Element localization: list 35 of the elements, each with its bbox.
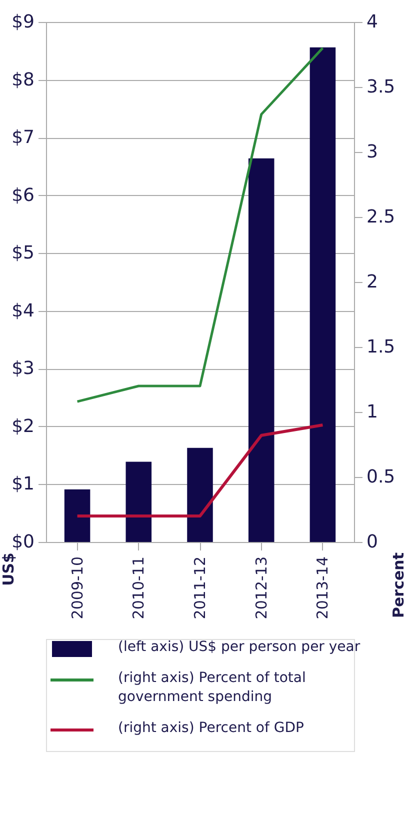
y-tick-label: $1 <box>12 474 34 495</box>
y2-tick-label: 2 <box>366 272 378 292</box>
y2-tick-label: 2.5 <box>366 206 396 228</box>
y2-tick-label: 1.5 <box>366 336 396 358</box>
y2-tick-label: 0 <box>366 532 378 552</box>
legend-label: (right axis) Percent of total government spending <box>118 670 306 705</box>
y2-tick-label: 0.5 <box>366 466 396 488</box>
bar <box>64 489 90 542</box>
y2-tick-label: 3.5 <box>366 76 396 98</box>
legend-label: (left axis) US$ per person per year <box>118 639 360 655</box>
y-tick-label: $7 <box>12 127 34 148</box>
x-tick-label: 2013-14 <box>314 556 332 620</box>
bar <box>126 462 152 542</box>
y2-tick-label: 1 <box>366 402 378 422</box>
y-tick-label: $2 <box>12 416 34 437</box>
y-tick-label: $0 <box>12 532 34 552</box>
legend-label: (right axis) Percent of GDP <box>118 720 304 736</box>
y-tick-label: $5 <box>12 242 34 264</box>
bar <box>248 158 274 542</box>
x-tick-label: 2009-10 <box>68 556 86 620</box>
y-tick-label: $8 <box>12 69 34 90</box>
x-tick-label: 2011-12 <box>191 556 209 620</box>
y2-tick-label: 4 <box>366 12 378 32</box>
y-tick-label: $6 <box>12 184 34 206</box>
y-tick-label: $4 <box>12 300 34 322</box>
y-axis-title: US$ <box>0 552 18 586</box>
bar <box>310 47 336 542</box>
y2-axis-title: Percent <box>390 552 408 618</box>
line-series <box>76 46 324 403</box>
y-tick-label: $3 <box>12 358 34 380</box>
x-tick-label: 2010-11 <box>130 556 148 620</box>
y2-tick-label: 3 <box>366 142 378 162</box>
x-tick-label: 2012-13 <box>252 556 270 620</box>
bar <box>187 448 213 542</box>
y-tick-label: $9 <box>12 12 34 32</box>
